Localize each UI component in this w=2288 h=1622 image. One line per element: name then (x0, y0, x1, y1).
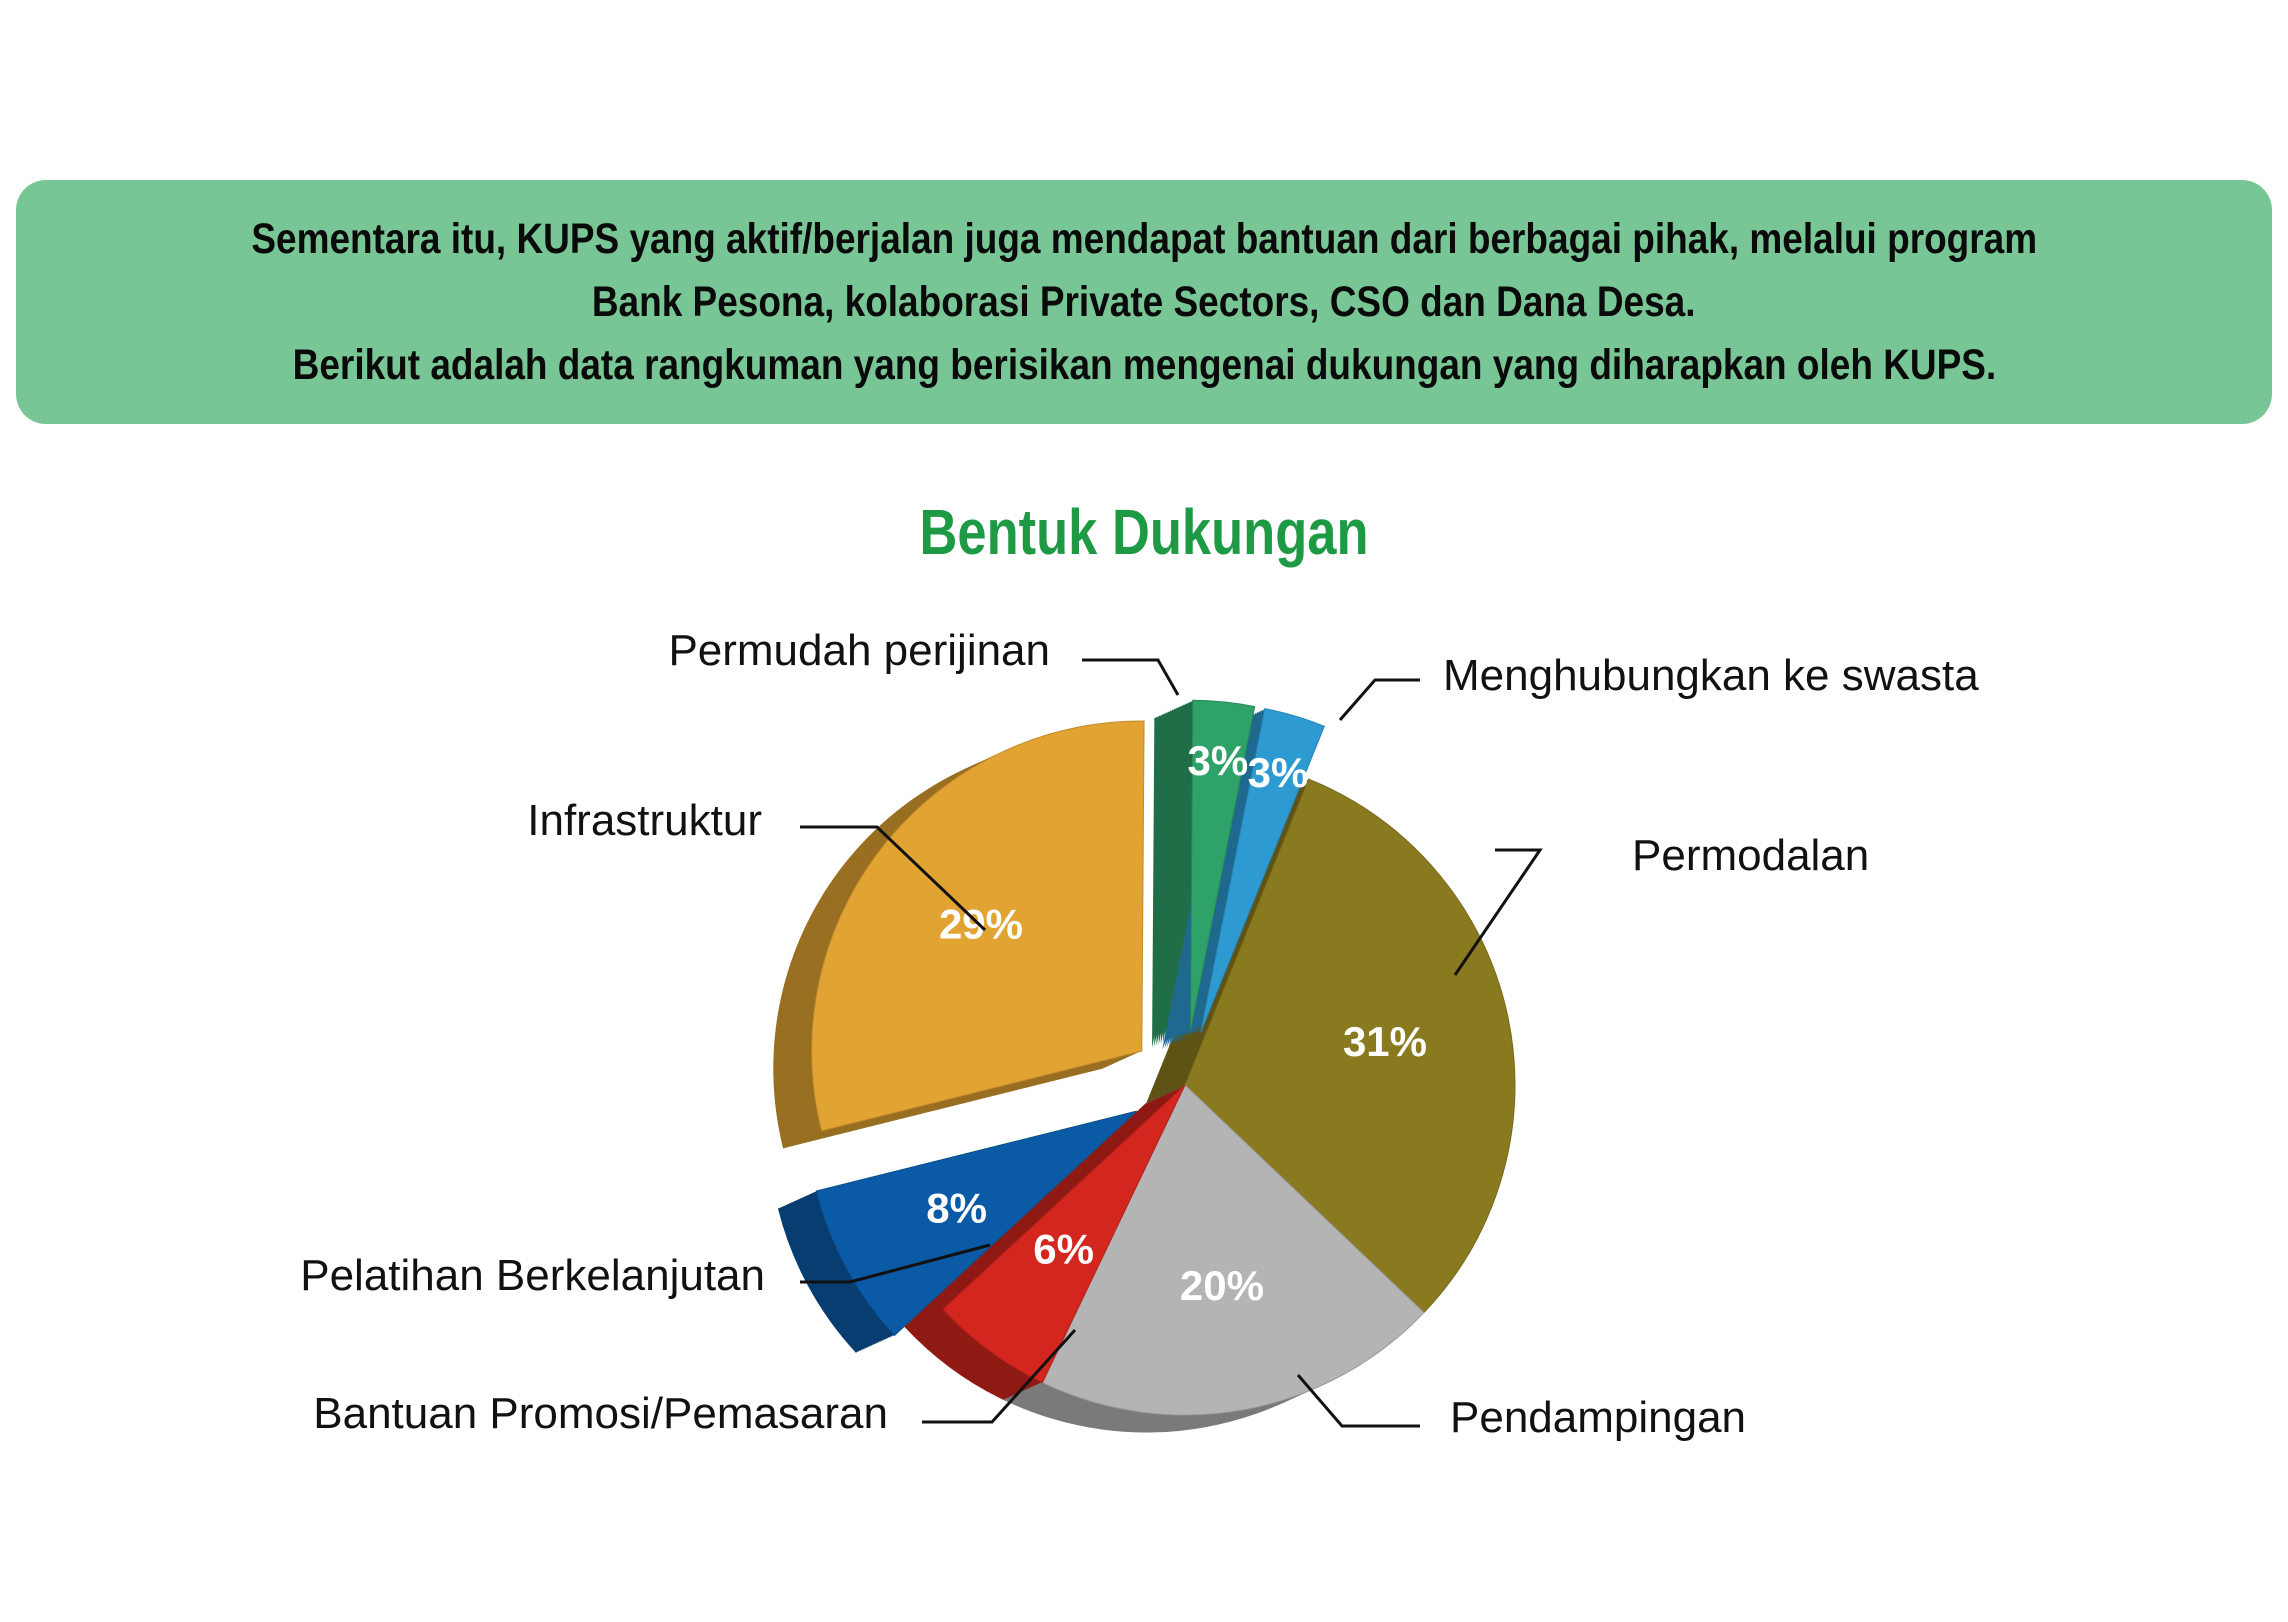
slice-value-label-4: 29% (939, 900, 1023, 947)
callout-line-5 (1082, 658, 1180, 696)
pie-slice-2 (942, 1084, 1186, 1384)
slice-category-label-6: Menghubungkan ke swasta (1443, 651, 1979, 700)
slice-category-label-1: Pendampingan (1450, 1393, 1746, 1442)
callout-line-2 (922, 1328, 1077, 1424)
intro-line-1: Sementara itu, KUPS yang aktif/berjalan … (251, 214, 2037, 263)
pie-slice-6 (1200, 707, 1325, 1033)
pie-slice-3 (815, 1110, 1137, 1337)
slice-value-label-1: 20% (1180, 1262, 1264, 1309)
slice-value-label-5: 3% (1188, 737, 1249, 784)
slice-category-label-4: Infrastruktur (527, 796, 762, 845)
intro-banner: Sementara itu, KUPS yang aktif/berjalan … (16, 180, 2272, 424)
slice-value-label-3: 8% (926, 1184, 987, 1231)
slice-category-label-3: Pelatihan Berkelanjutan (300, 1251, 765, 1300)
callout-line-6 (1338, 678, 1420, 721)
slice-value-label-2: 6% (1033, 1226, 1094, 1273)
pie-slice-0 (1184, 778, 1516, 1314)
callout-line-1 (1296, 1374, 1420, 1428)
intro-line-2: Bank Pesona, kolaborasi Private Sectors,… (592, 277, 1696, 326)
slice-value-label-0: 31% (1343, 1018, 1427, 1065)
pie-slice-5 (1190, 699, 1256, 1031)
pie-value-labels: 31% 20% 6% 8% 29% 3% 3% (926, 737, 1427, 1309)
slice-category-label-0: Permodalan (1632, 831, 1869, 880)
intro-line-3: Berikut adalah data rangkuman yang beris… (292, 340, 1996, 389)
slice-category-label-2: Bantuan Promosi/Pemasaran (313, 1389, 888, 1438)
slice-value-label-6: 3% (1248, 749, 1309, 796)
callout-line-0 (1453, 848, 1543, 976)
callout-line-4 (800, 825, 987, 932)
chart-title: Bentuk Dukungan (919, 496, 1369, 568)
pie-top-layer (811, 699, 1516, 1416)
pie-slice-1 (1041, 1084, 1425, 1416)
pie-slice-4 (811, 720, 1145, 1132)
slice-category-label-5: Permudah perijinan (668, 626, 1050, 675)
callout-line-3 (800, 1243, 991, 1284)
pie-callouts: Permodalan Pendampingan Bantuan Promosi/Pe… (300, 626, 1979, 1442)
